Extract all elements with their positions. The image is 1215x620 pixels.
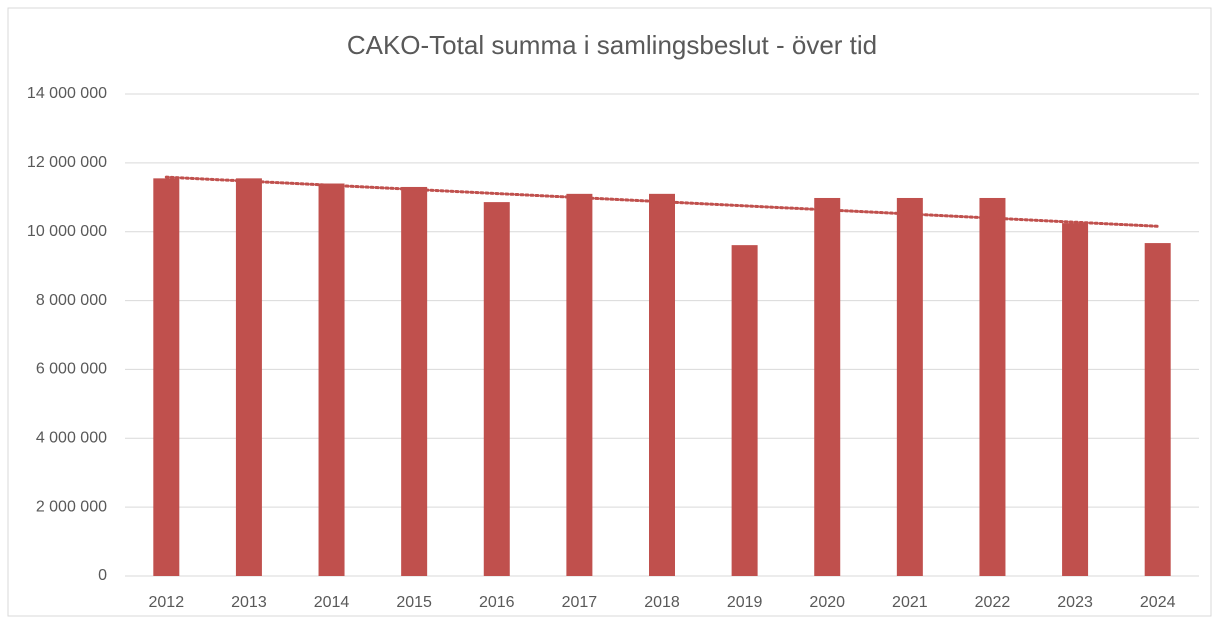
bar [401, 186, 428, 576]
bar [979, 197, 1006, 576]
x-tick-label: 2016 [479, 594, 515, 611]
bar [731, 245, 758, 577]
x-tick-label: 2014 [314, 594, 350, 611]
x-tick-label: 2013 [231, 594, 267, 611]
x-tick-label: 2015 [396, 594, 432, 611]
chart-title: CAKO-Total summa i samlingsbeslut - över… [347, 30, 877, 60]
bar [1062, 223, 1089, 576]
y-tick-label: 0 [98, 567, 107, 584]
chart-border [7, 7, 1212, 617]
x-tick-label: 2019 [727, 594, 763, 611]
y-tick-label: 12 000 000 [27, 154, 107, 171]
bar [483, 202, 510, 576]
y-tick-label: 10 000 000 [27, 223, 107, 240]
bar [566, 193, 593, 577]
bar [235, 178, 262, 576]
bar [814, 197, 841, 576]
x-tick-label: 2012 [149, 594, 185, 611]
y-tick-label: 8 000 000 [36, 292, 107, 309]
bar [1144, 243, 1171, 576]
x-tick-label: 2020 [809, 594, 845, 611]
y-tick-label: 4 000 000 [36, 430, 107, 447]
y-tick-label: 6 000 000 [36, 361, 107, 378]
bar [318, 183, 345, 576]
bar [649, 193, 675, 577]
x-tick-label: 2017 [562, 594, 598, 611]
x-tick-label: 2021 [892, 594, 928, 611]
bar [896, 197, 923, 576]
trendline [164, 175, 1160, 228]
bar [153, 178, 180, 576]
x-tick-label: 2023 [1057, 594, 1093, 611]
x-tick-label: 2024 [1140, 594, 1176, 611]
x-tick-label: 2018 [644, 594, 680, 611]
y-tick-label: 14 000 000 [27, 85, 107, 102]
y-tick-label: 2 000 000 [36, 498, 107, 515]
x-tick-label: 2022 [975, 594, 1011, 611]
